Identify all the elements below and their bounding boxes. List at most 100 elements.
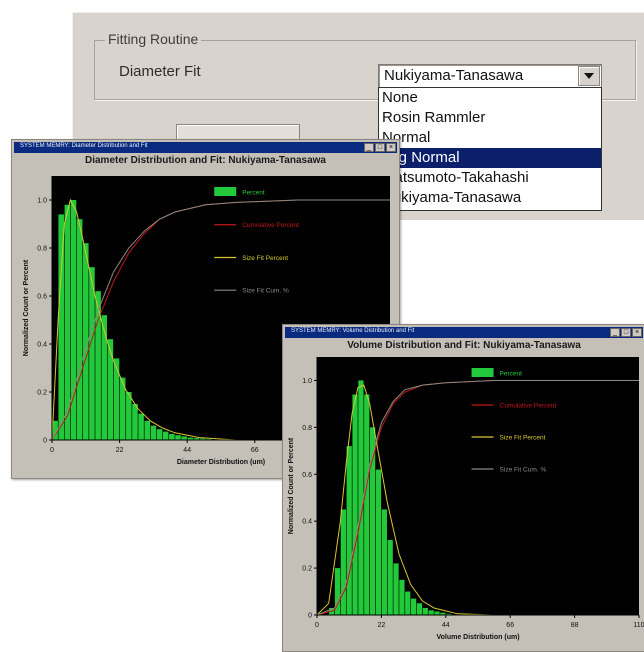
x-tick-label: 0: [50, 447, 54, 454]
y-tick-label: 0.4: [37, 342, 47, 349]
option-log-normal[interactable]: Log Normal: [379, 148, 601, 168]
y-tick-label: 0.8: [302, 425, 312, 432]
bar: [416, 603, 423, 615]
fitting-routine-group: Fitting Routine Diameter Fit: [94, 31, 636, 100]
bar: [340, 509, 346, 615]
bar: [95, 291, 101, 440]
option-nukiyama-tanasawa[interactable]: Nukiyama-Tanasawa: [382, 189, 522, 206]
y-tick-label: 0: [43, 438, 47, 445]
y-tick-label: 0.4: [302, 519, 312, 526]
minimize-icon[interactable]: _: [610, 328, 620, 337]
bar: [138, 413, 144, 440]
bar: [175, 435, 181, 440]
dropdown-selected-value: Nukiyama-Tanasawa: [384, 67, 524, 84]
legend-label: Percent: [500, 371, 523, 378]
option-rosin-rammler[interactable]: Rosin Rammler: [382, 109, 486, 126]
series-line: [316, 384, 639, 616]
option-normal[interactable]: Normal: [382, 129, 431, 146]
y-tick-label: 0.6: [302, 472, 312, 479]
bar: [89, 267, 95, 440]
legend-label: Size Fit Cum. %: [242, 288, 289, 295]
bar: [399, 579, 405, 615]
bar: [358, 380, 364, 615]
y-tick-label: 0: [308, 613, 312, 620]
bar: [334, 568, 341, 615]
diameter-fit-dropdown[interactable]: Nukiyama-Tanasawa: [378, 64, 602, 88]
bar: [58, 214, 64, 440]
close-icon[interactable]: ×: [632, 328, 642, 337]
bar: [113, 358, 120, 440]
legend-swatch: [471, 368, 494, 377]
chart-title: Diameter Distribution and Fit: Nukiyama-…: [85, 155, 326, 166]
series-line: [51, 199, 390, 441]
bar: [107, 339, 114, 440]
option-matsumoto-takahashi[interactable]: Matsumoto-Takahashi: [382, 169, 529, 186]
close-icon[interactable]: ×: [386, 143, 396, 152]
x-axis-label: Volume Distribution (um): [436, 634, 519, 641]
window-controls: _ □ ×: [610, 328, 642, 337]
bar: [428, 610, 434, 615]
x-tick-label: 66: [506, 622, 514, 629]
window-title-text: SYSTEM MEMRY: Diameter Distribution and …: [20, 143, 148, 149]
option-none[interactable]: None: [382, 89, 418, 106]
series-line: [51, 198, 390, 441]
minimize-icon[interactable]: _: [364, 143, 374, 152]
maximize-icon[interactable]: □: [375, 143, 385, 152]
x-tick-label: 110: [633, 622, 644, 629]
y-axis-label: Normalized Count or Percent: [23, 259, 30, 356]
bar: [440, 612, 446, 615]
legend-label: Cumulative Percent: [242, 222, 299, 229]
bar: [434, 611, 440, 615]
y-axis-label: Normalized Count or Percent: [288, 437, 295, 534]
y-tick-label: 0.2: [37, 390, 47, 397]
bar: [364, 394, 370, 615]
legend-label: Cumulative Percent: [500, 402, 557, 409]
bar: [132, 404, 138, 440]
window-titlebar[interactable]: SYSTEM MEMRY: Diameter Distribution and …: [14, 142, 397, 153]
legend-label: Size Fit Percent: [500, 434, 546, 441]
y-tick-label: 0.6: [37, 294, 47, 301]
bar: [346, 446, 352, 615]
bar: [144, 420, 151, 440]
bar: [193, 438, 200, 440]
legend-label: Size Fit Percent: [242, 255, 288, 262]
x-tick-label: 22: [378, 622, 386, 629]
bar: [393, 563, 399, 615]
bar: [352, 394, 358, 615]
bar: [126, 392, 132, 440]
x-tick-label: 44: [442, 622, 450, 629]
bar: [446, 613, 452, 615]
chevron-down-icon[interactable]: [578, 66, 600, 86]
chart-title: Volume Distribution and Fit: Nukiyama-Ta…: [347, 340, 581, 351]
x-tick-label: 44: [183, 447, 191, 454]
bar: [375, 469, 382, 615]
y-tick-label: 1.0: [302, 378, 312, 385]
group-title: Fitting Routine: [105, 31, 202, 47]
legend-label: Size Fit Cum. %: [500, 466, 547, 473]
bar: [381, 509, 387, 615]
series-line: [316, 380, 639, 616]
bar: [52, 420, 58, 440]
bar: [405, 591, 411, 615]
bar: [150, 425, 157, 440]
fit-options-list: None Rosin Rammler Normal Log Normal Mat…: [378, 87, 602, 211]
bar: [101, 315, 108, 440]
bar: [181, 436, 187, 440]
bar: [387, 539, 393, 615]
y-tick-label: 0.2: [302, 566, 312, 573]
x-tick-label: 66: [251, 447, 259, 454]
bar: [169, 434, 175, 440]
bar: [156, 429, 163, 440]
bar: [422, 607, 428, 615]
x-tick-label: 88: [571, 622, 579, 629]
bar: [76, 219, 83, 440]
window-titlebar[interactable]: SYSTEM MEMRY: Volume Distribution and Fi…: [285, 327, 643, 338]
bar: [70, 200, 77, 440]
maximize-icon[interactable]: □: [621, 328, 631, 337]
bar: [64, 204, 71, 440]
y-tick-label: 1.0: [37, 198, 47, 205]
bar: [187, 437, 194, 440]
x-tick-label: 0: [315, 622, 319, 629]
bar: [162, 431, 169, 440]
diameter-distribution-window: SYSTEM MEMRY: Diameter Distribution and …: [11, 139, 400, 479]
